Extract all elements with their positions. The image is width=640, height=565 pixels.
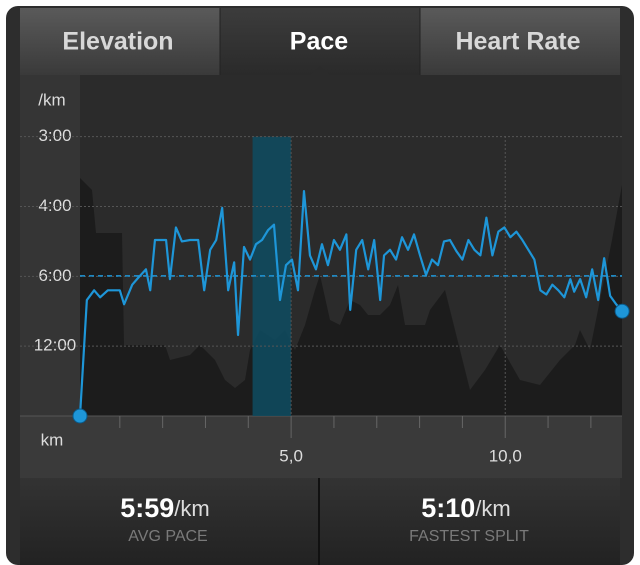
stat-value-group: 5:59/km — [120, 493, 210, 523]
stat-label: FASTEST SPLIT — [409, 528, 529, 545]
stat-unit: /km — [174, 496, 209, 521]
end-point — [72, 408, 88, 424]
stat-bg — [20, 478, 318, 565]
stat-value: 5:59 — [120, 493, 174, 523]
tab-active[interactable]: Pace — [290, 28, 348, 56]
y-tick-label: 6:00 — [38, 266, 71, 285]
tab-pointer — [310, 66, 330, 75]
stat-value-group: 5:10/km — [421, 493, 511, 523]
tab[interactable]: Elevation — [62, 28, 173, 56]
end-point — [614, 303, 630, 319]
y-axis-label: /km — [38, 90, 65, 109]
stat-value: 5:10 — [421, 493, 475, 523]
stat-unit: /km — [475, 496, 510, 521]
x-tick-label: 10,0 — [489, 446, 522, 465]
tab-bg-active[interactable] — [220, 8, 420, 75]
tab[interactable]: Heart Rate — [455, 28, 580, 56]
tab-bg[interactable] — [20, 8, 220, 75]
y-tick-label: 12:00 — [34, 336, 77, 355]
y-tick-label: 3:00 — [38, 126, 71, 145]
pace-line — [78, 190, 623, 417]
x-axis-label: km — [41, 430, 64, 449]
stat-bg — [320, 478, 620, 565]
axis-strip — [20, 416, 622, 478]
tab-bg[interactable] — [420, 8, 620, 75]
x-tick-label: 5,0 — [279, 446, 303, 465]
elevation-shadow — [80, 178, 622, 416]
plot: 3:00 4:00 6:00 12:00 5,0 10,0 — [20, 126, 630, 465]
y-tick-label: 4:00 — [38, 196, 71, 215]
stat-label: AVG PACE — [128, 528, 207, 545]
